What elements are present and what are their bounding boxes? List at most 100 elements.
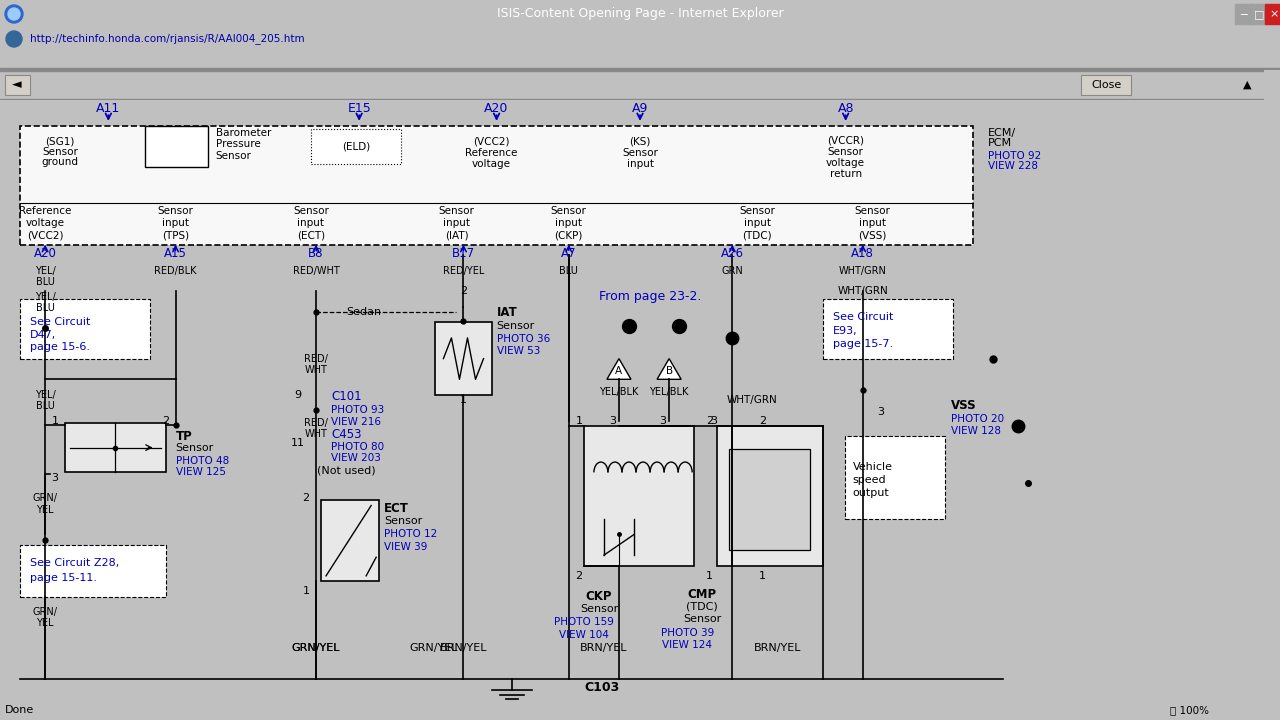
Text: Vehicle: Vehicle bbox=[852, 462, 892, 472]
Text: From page 23-2.: From page 23-2. bbox=[599, 290, 701, 303]
Bar bbox=[0, 99, 1265, 100]
Text: Sensor: Sensor bbox=[42, 147, 78, 157]
Text: (CKP): (CKP) bbox=[554, 230, 582, 240]
Text: Sensor: Sensor bbox=[855, 206, 891, 216]
Text: Reference: Reference bbox=[19, 206, 72, 216]
Text: RED/: RED/ bbox=[305, 418, 328, 428]
Text: VIEW 128: VIEW 128 bbox=[951, 426, 1001, 436]
Text: VIEW 125: VIEW 125 bbox=[175, 467, 225, 477]
Text: C101: C101 bbox=[332, 390, 362, 403]
Text: A9: A9 bbox=[632, 102, 648, 114]
Text: VIEW 124: VIEW 124 bbox=[662, 640, 712, 650]
Text: Sensor: Sensor bbox=[580, 604, 618, 614]
Text: (TDC): (TDC) bbox=[742, 230, 772, 240]
Bar bbox=[845, 436, 945, 519]
Text: 1: 1 bbox=[460, 395, 467, 405]
Text: Sensor: Sensor bbox=[157, 206, 193, 216]
Text: input: input bbox=[556, 218, 582, 228]
Text: voltage: voltage bbox=[26, 218, 65, 228]
Text: See Circuit: See Circuit bbox=[832, 312, 893, 323]
Text: RED/WHT: RED/WHT bbox=[293, 266, 339, 276]
Text: Sensor: Sensor bbox=[216, 151, 252, 161]
Text: page 15-7.: page 15-7. bbox=[832, 339, 892, 349]
Text: ▲: ▲ bbox=[1243, 80, 1252, 90]
Text: □: □ bbox=[1253, 9, 1265, 19]
Bar bbox=[321, 500, 379, 581]
Text: VIEW 203: VIEW 203 bbox=[332, 453, 381, 463]
Bar bbox=[146, 126, 207, 167]
Text: (TPS): (TPS) bbox=[163, 230, 189, 240]
Text: speed: speed bbox=[852, 474, 886, 485]
Text: WHT: WHT bbox=[305, 429, 328, 439]
Text: (TDC): (TDC) bbox=[686, 602, 718, 612]
Text: A20: A20 bbox=[484, 102, 508, 114]
Text: Sensor: Sensor bbox=[550, 206, 586, 216]
Text: CMP: CMP bbox=[687, 588, 717, 601]
Text: ISIS-Content Opening Page - Internet Explorer: ISIS-Content Opening Page - Internet Exp… bbox=[497, 7, 783, 20]
Bar bbox=[0, 68, 1280, 70]
Bar bbox=[311, 129, 401, 164]
Text: A15: A15 bbox=[164, 247, 187, 260]
Text: 3: 3 bbox=[609, 415, 617, 426]
Text: A: A bbox=[616, 366, 622, 376]
Text: 3: 3 bbox=[709, 415, 717, 426]
Text: B17: B17 bbox=[452, 247, 475, 260]
Text: (ECT): (ECT) bbox=[297, 230, 325, 240]
Text: YEL/BLK: YEL/BLK bbox=[649, 387, 689, 397]
Bar bbox=[65, 423, 165, 472]
Text: PHOTO 48: PHOTO 48 bbox=[175, 456, 229, 466]
Text: B8: B8 bbox=[308, 247, 324, 260]
Text: PHOTO 93: PHOTO 93 bbox=[332, 405, 384, 415]
Text: Sensor: Sensor bbox=[384, 516, 422, 526]
Text: return: return bbox=[829, 169, 861, 179]
Bar bbox=[823, 299, 954, 359]
Polygon shape bbox=[657, 359, 681, 379]
Text: voltage: voltage bbox=[826, 158, 865, 168]
Bar bbox=[20, 545, 165, 597]
Text: 2: 2 bbox=[759, 415, 765, 426]
Text: B: B bbox=[666, 366, 673, 376]
Text: BRN/YEL: BRN/YEL bbox=[580, 643, 627, 653]
Text: Reference: Reference bbox=[466, 148, 517, 158]
Circle shape bbox=[8, 8, 20, 20]
Text: CKP: CKP bbox=[586, 590, 612, 603]
Text: VIEW 39: VIEW 39 bbox=[384, 542, 428, 552]
Text: ×: × bbox=[1270, 9, 1279, 19]
Text: VIEW 53: VIEW 53 bbox=[497, 346, 540, 356]
Text: VIEW 216: VIEW 216 bbox=[332, 417, 381, 427]
Text: page 15-6.: page 15-6. bbox=[31, 342, 90, 352]
Bar bbox=[1265, 4, 1280, 24]
Text: 2: 2 bbox=[705, 415, 713, 426]
Text: Sensor: Sensor bbox=[828, 147, 864, 157]
Bar bbox=[0, 70, 1265, 71]
Text: GRN: GRN bbox=[722, 266, 744, 276]
Text: A7: A7 bbox=[561, 247, 576, 260]
Text: Sensor: Sensor bbox=[684, 614, 722, 624]
Text: Pressure: Pressure bbox=[216, 140, 260, 150]
Text: GRN/: GRN/ bbox=[33, 493, 58, 503]
Text: input: input bbox=[163, 218, 189, 228]
Text: YEL/: YEL/ bbox=[35, 266, 55, 276]
Polygon shape bbox=[607, 359, 631, 379]
Circle shape bbox=[6, 31, 22, 47]
Text: 1: 1 bbox=[759, 571, 765, 581]
Text: Sensor: Sensor bbox=[740, 206, 776, 216]
Text: BRN/YEL: BRN/YEL bbox=[440, 643, 488, 653]
Text: TP: TP bbox=[175, 430, 192, 443]
Text: BLU: BLU bbox=[36, 401, 55, 411]
Text: BLU: BLU bbox=[36, 277, 55, 287]
Circle shape bbox=[5, 5, 23, 23]
Text: 1: 1 bbox=[575, 415, 582, 426]
Text: 2: 2 bbox=[163, 415, 169, 426]
Text: WHT/GRN: WHT/GRN bbox=[838, 266, 887, 276]
Text: PHOTO 159: PHOTO 159 bbox=[554, 618, 614, 627]
Text: (VCC2): (VCC2) bbox=[474, 136, 509, 146]
Bar bbox=[5, 75, 29, 95]
Bar bbox=[730, 449, 809, 550]
Text: C453: C453 bbox=[332, 428, 361, 441]
Text: input: input bbox=[859, 218, 886, 228]
Text: A26: A26 bbox=[721, 247, 744, 260]
Text: input: input bbox=[626, 159, 654, 169]
Text: ─: ─ bbox=[1240, 9, 1248, 19]
Text: 3: 3 bbox=[51, 472, 59, 482]
